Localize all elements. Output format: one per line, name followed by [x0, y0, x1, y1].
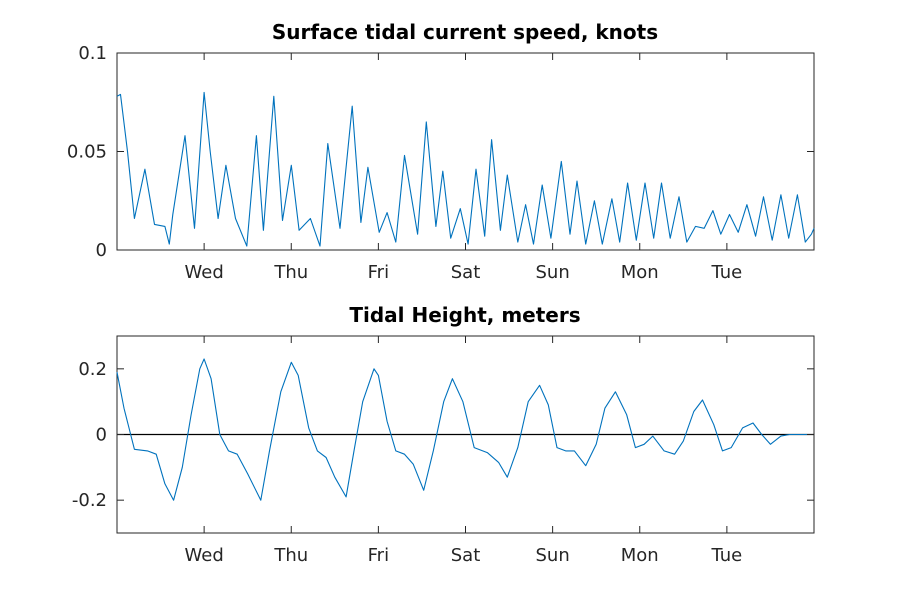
x-tick-label: Mon — [621, 262, 659, 283]
x-tick-label: Sat — [451, 545, 481, 566]
x-tick-label: Wed — [185, 262, 224, 283]
current-speed-axes-frame — [116, 52, 815, 251]
x-tick-label: Fri — [368, 545, 389, 566]
x-tick-label: Fri — [368, 262, 389, 283]
x-tick-label: Thu — [273, 262, 308, 283]
current-speed-series-line — [116, 91, 815, 247]
y-tick-label: 0.1 — [78, 43, 107, 64]
x-tick-label: Wed — [185, 545, 224, 566]
x-tick-label: Sun — [536, 545, 570, 566]
x-tick-label: Tue — [711, 545, 743, 566]
tidal-height-series-line — [116, 358, 814, 501]
current-speed-plot: Surface tidal current speed, knots 0 0.05… — [67, 20, 815, 283]
y-tick-label: 0.2 — [78, 359, 107, 380]
y-tick-label: 0 — [96, 425, 107, 446]
tidal-height-title: Tidal Height, meters — [349, 303, 580, 327]
x-tick-label: Sat — [451, 262, 481, 283]
tidal-height-plot: Tidal Height, meters -0.2 0 0.2 Wed Thu Fri Sa… — [72, 303, 815, 566]
x-tick-label: Sun — [536, 262, 570, 283]
y-tick-label: 0 — [96, 240, 107, 261]
y-tick-label: -0.2 — [72, 490, 107, 511]
current-speed-title: Surface tidal current speed, knots — [272, 20, 658, 44]
x-tick-label: Tue — [711, 262, 743, 283]
y-tick-label: 0.05 — [67, 142, 107, 163]
x-tick-label: Thu — [273, 545, 308, 566]
x-tick-label: Mon — [621, 545, 659, 566]
